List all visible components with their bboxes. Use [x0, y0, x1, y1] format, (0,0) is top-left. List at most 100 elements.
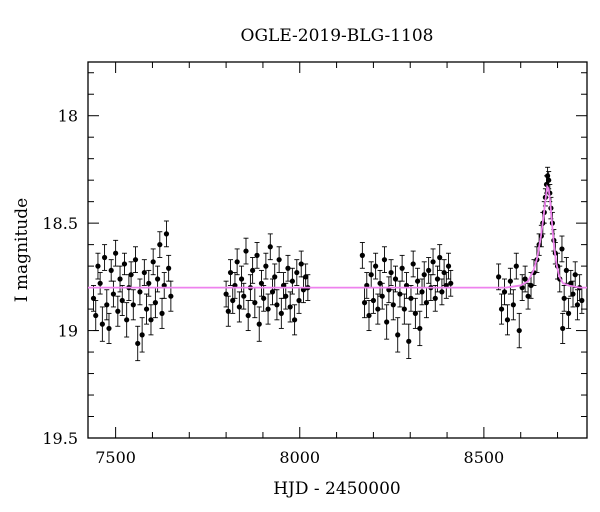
data-point	[296, 297, 302, 304]
data-point	[528, 282, 534, 289]
data-point	[137, 289, 143, 295]
data-point	[414, 278, 421, 284]
data-point	[258, 280, 265, 286]
data-point	[375, 306, 381, 312]
data-point	[132, 257, 139, 263]
data-point	[423, 300, 430, 306]
data-point	[104, 302, 110, 308]
data-point	[117, 276, 123, 282]
data-points	[90, 166, 585, 362]
data-point	[395, 332, 401, 338]
data-point	[412, 310, 418, 316]
data-point	[278, 310, 284, 316]
data-point	[243, 248, 249, 254]
data-point	[245, 312, 251, 319]
data-point	[110, 291, 117, 297]
data-point	[254, 252, 260, 258]
data-point	[276, 257, 282, 263]
data-point	[373, 263, 379, 269]
data-point	[223, 291, 229, 297]
data-point	[146, 280, 152, 286]
data-point	[522, 276, 528, 282]
y-tick-label: 19	[58, 322, 78, 341]
data-point	[507, 278, 514, 284]
data-point	[392, 276, 399, 282]
axis-ticks	[88, 62, 587, 439]
data-point	[421, 272, 427, 278]
data-point	[113, 250, 119, 256]
data-point	[294, 269, 300, 276]
x-tick-label: 8000	[279, 448, 320, 467]
data-point	[574, 302, 581, 308]
y-axis-label: I magnitude	[12, 198, 32, 302]
data-point	[106, 325, 112, 332]
data-point	[236, 304, 242, 310]
data-point	[498, 306, 505, 312]
tick-labels: 7500 8000 8500 18 18.5 19 19.5	[42, 107, 504, 467]
data-point	[504, 317, 511, 323]
data-point	[298, 261, 304, 267]
data-point	[434, 276, 441, 282]
data-point	[252, 300, 258, 306]
x-tick-label: 7500	[95, 448, 136, 467]
plot-frame	[87, 61, 588, 439]
data-point	[261, 295, 267, 301]
data-point	[525, 293, 531, 299]
data-point	[265, 306, 271, 312]
data-point	[97, 280, 103, 286]
data-point	[399, 265, 405, 271]
data-point	[361, 300, 368, 306]
data-point	[560, 325, 566, 332]
data-point	[285, 265, 291, 271]
data-point	[563, 267, 569, 274]
data-point	[168, 293, 174, 299]
data-point	[241, 293, 247, 299]
data-point	[95, 263, 101, 269]
data-point	[448, 280, 454, 286]
y-tick-label: 18	[58, 107, 78, 126]
data-point	[496, 274, 502, 280]
data-point	[565, 310, 572, 316]
data-point	[368, 272, 374, 278]
data-point	[225, 308, 231, 314]
data-point	[370, 297, 377, 304]
data-point	[155, 276, 161, 282]
x-axis-label: HJD - 2450000	[273, 479, 401, 499]
data-point	[256, 321, 262, 327]
data-point	[510, 302, 516, 308]
data-point	[141, 269, 147, 276]
chart-title: OGLE-2019-BLG-1108	[241, 26, 434, 46]
data-point	[166, 265, 172, 271]
data-point	[410, 261, 416, 267]
data-point	[128, 272, 134, 278]
data-point	[439, 289, 445, 295]
data-point	[417, 325, 423, 332]
data-point	[384, 319, 390, 325]
data-point	[124, 317, 130, 323]
data-point	[227, 269, 234, 276]
data-point	[406, 338, 412, 344]
data-point	[291, 317, 298, 323]
data-point	[426, 267, 432, 274]
data-point	[274, 302, 280, 308]
data-point	[437, 254, 443, 261]
data-point	[148, 317, 154, 323]
model-curve	[88, 184, 587, 289]
data-point	[263, 263, 269, 269]
data-point	[570, 291, 576, 297]
data-point	[397, 291, 403, 297]
data-point	[419, 289, 425, 295]
data-point	[267, 244, 273, 250]
data-point	[238, 276, 245, 282]
data-point	[379, 293, 385, 299]
data-point	[445, 263, 452, 269]
data-point	[366, 312, 372, 319]
data-point	[359, 252, 365, 258]
data-point	[568, 280, 574, 286]
data-point	[115, 308, 121, 314]
data-point	[163, 231, 170, 237]
data-point	[559, 246, 565, 252]
data-point	[287, 304, 293, 310]
data-point	[143, 306, 150, 312]
data-point	[272, 274, 278, 280]
